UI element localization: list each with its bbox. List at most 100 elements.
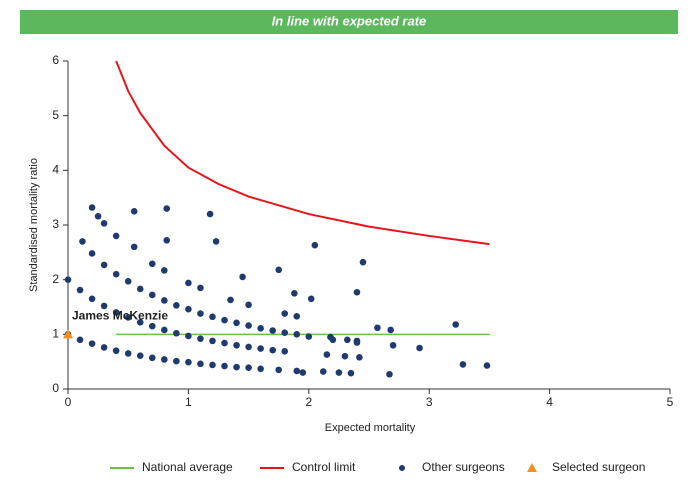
point <box>112 347 120 355</box>
point <box>281 329 289 336</box>
point <box>459 361 467 368</box>
point <box>124 314 132 321</box>
point <box>291 290 298 297</box>
x-tick-label: 3 <box>426 395 433 409</box>
point <box>76 336 84 344</box>
point <box>76 286 84 294</box>
point <box>136 285 144 293</box>
point <box>227 296 234 304</box>
point <box>185 279 192 287</box>
y-tick-label: 4 <box>52 163 59 177</box>
point <box>173 357 180 365</box>
point <box>374 324 381 332</box>
point <box>387 326 394 334</box>
point <box>275 266 283 274</box>
point <box>209 313 216 321</box>
point <box>112 270 120 278</box>
title-banner <box>20 10 678 34</box>
point <box>161 267 168 274</box>
point <box>197 310 204 317</box>
point <box>94 212 102 220</box>
point <box>197 335 204 343</box>
point <box>269 327 276 334</box>
point <box>88 295 96 303</box>
point <box>257 325 264 332</box>
point <box>335 369 343 376</box>
point <box>221 362 228 370</box>
point <box>100 344 108 351</box>
selected-point <box>63 329 73 339</box>
legend-label: Control limit <box>292 460 356 474</box>
x-tick-label: 5 <box>667 395 674 409</box>
point <box>161 297 168 304</box>
point <box>148 322 156 330</box>
point <box>221 316 228 324</box>
y-axis-label: Standardised mortality ratio <box>28 158 40 292</box>
y-tick-label: 0 <box>52 381 59 395</box>
point <box>311 241 319 249</box>
point <box>197 360 204 368</box>
y-tick-label: 6 <box>52 53 59 67</box>
point <box>389 341 397 349</box>
y-tick-label: 5 <box>52 108 59 122</box>
point <box>323 351 331 358</box>
point <box>185 332 192 340</box>
x-axis-label: Expected mortality <box>325 422 416 434</box>
series-line <box>115 60 490 246</box>
point <box>209 337 216 345</box>
point <box>239 273 246 281</box>
point <box>452 321 459 328</box>
point <box>185 358 192 366</box>
point <box>281 310 289 317</box>
legend-label: Selected surgeon <box>552 460 645 474</box>
point <box>212 238 220 245</box>
point <box>353 337 361 345</box>
point <box>281 347 289 355</box>
point <box>257 345 264 352</box>
point <box>124 350 132 357</box>
point <box>100 302 108 310</box>
point <box>112 232 120 240</box>
point <box>136 319 144 326</box>
point <box>305 333 313 340</box>
point <box>100 220 108 227</box>
point <box>124 278 132 285</box>
point <box>245 322 252 329</box>
point <box>64 276 72 283</box>
point <box>341 352 349 360</box>
point <box>483 362 491 369</box>
point <box>386 370 393 378</box>
point <box>161 326 168 334</box>
point <box>353 288 361 296</box>
point <box>293 367 301 375</box>
point <box>130 243 138 251</box>
point <box>245 301 252 309</box>
y-tick-label: 3 <box>52 217 59 231</box>
point <box>88 204 96 211</box>
legend-label: National average <box>142 460 233 474</box>
point <box>100 261 108 269</box>
point <box>163 205 171 212</box>
point <box>269 346 276 354</box>
point <box>88 250 96 257</box>
point <box>161 356 168 363</box>
point <box>163 237 171 244</box>
point <box>148 291 156 299</box>
point <box>197 284 204 292</box>
chart-title: In line with expected rate <box>272 13 427 28</box>
point <box>209 361 216 369</box>
point <box>79 238 86 245</box>
x-tick-label: 0 <box>65 395 72 409</box>
point <box>299 369 307 376</box>
point <box>185 305 192 313</box>
point <box>148 260 156 268</box>
point <box>136 352 144 359</box>
point <box>245 364 252 371</box>
point <box>173 302 180 309</box>
point <box>344 336 351 344</box>
point <box>206 210 214 218</box>
point <box>275 366 283 374</box>
point <box>233 363 240 371</box>
point <box>359 258 367 266</box>
